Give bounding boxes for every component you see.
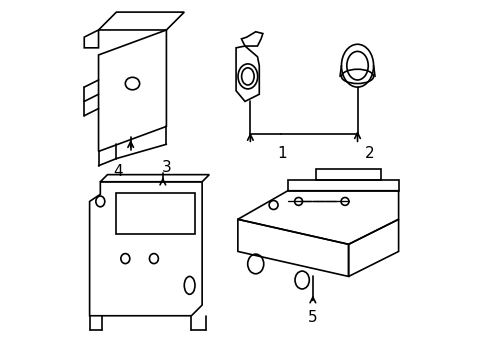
Text: 5: 5 <box>308 310 318 325</box>
Text: 1: 1 <box>278 146 287 161</box>
Text: 4: 4 <box>113 164 123 179</box>
Text: 3: 3 <box>162 160 172 175</box>
Text: 2: 2 <box>365 146 374 161</box>
